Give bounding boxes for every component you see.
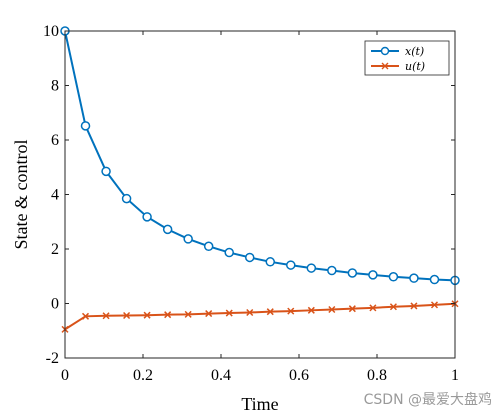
y-tick-label: 8	[51, 78, 59, 95]
x-tick-label: 0.2	[133, 367, 153, 384]
series-line-u	[64, 302, 456, 331]
y-tick-label: 4	[51, 187, 59, 204]
legend-marker-x	[380, 46, 390, 56]
data-point-x	[388, 272, 399, 282]
data-point-x	[286, 260, 296, 270]
data-point-x	[121, 193, 132, 204]
legend: x(t) u(t)	[364, 40, 450, 76]
data-point-x	[429, 274, 440, 285]
data-point-u	[266, 308, 274, 316]
data-point-u	[369, 304, 377, 312]
data-point-x	[368, 270, 378, 280]
y-tick-label: 6	[51, 132, 59, 149]
data-point-u	[246, 308, 254, 317]
x-axis-title: Time	[241, 394, 278, 414]
x-tick-label: 0	[61, 367, 69, 384]
legend-label-u: u(t)	[405, 60, 425, 73]
data-point-u	[81, 312, 90, 320]
legend-marker-u	[381, 62, 389, 70]
y-axis-title: State & control	[11, 140, 31, 250]
data-point-u	[307, 306, 315, 314]
data-point-u	[102, 312, 110, 320]
x-tick-label: 0.6	[289, 367, 309, 384]
data-point-x	[101, 166, 111, 177]
watermark: CSDN @最爱大盘鸡	[364, 391, 492, 408]
data-point-u	[328, 305, 336, 314]
data-point-x	[244, 252, 255, 263]
data-point-x	[327, 265, 337, 276]
data-point-u	[348, 305, 356, 313]
data-point-u	[184, 310, 192, 318]
data-point-u	[123, 311, 131, 320]
data-point-u	[430, 301, 439, 309]
data-point-u	[143, 311, 151, 319]
y-tick-label: 0	[51, 296, 59, 313]
x-tick-label: 1	[451, 367, 459, 384]
data-point-x	[183, 234, 193, 244]
y-tick-label: -2	[46, 350, 59, 367]
data-point-x	[203, 241, 214, 252]
data-point-u	[389, 303, 397, 311]
legend-label-x: x(t)	[405, 45, 424, 58]
data-point-u	[287, 307, 295, 315]
data-point-u	[410, 302, 418, 310]
data-point-x	[142, 212, 152, 222]
y-tick-label: 10	[43, 23, 59, 40]
data-point-u	[164, 311, 172, 319]
data-point-x	[409, 273, 419, 283]
series-layer	[60, 26, 460, 333]
x-tick-label: 0.8	[367, 367, 387, 384]
data-point-x	[265, 257, 276, 267]
y-tick-label: 2	[51, 241, 59, 258]
x-tick-label: 0.4	[211, 367, 231, 384]
data-point-x	[80, 121, 91, 131]
data-point-x	[162, 224, 173, 235]
data-point-x	[224, 247, 234, 258]
data-point-u	[225, 309, 233, 317]
data-point-u	[205, 310, 213, 318]
legend-box	[364, 40, 450, 76]
data-point-x	[347, 268, 358, 278]
data-point-x	[306, 263, 317, 273]
